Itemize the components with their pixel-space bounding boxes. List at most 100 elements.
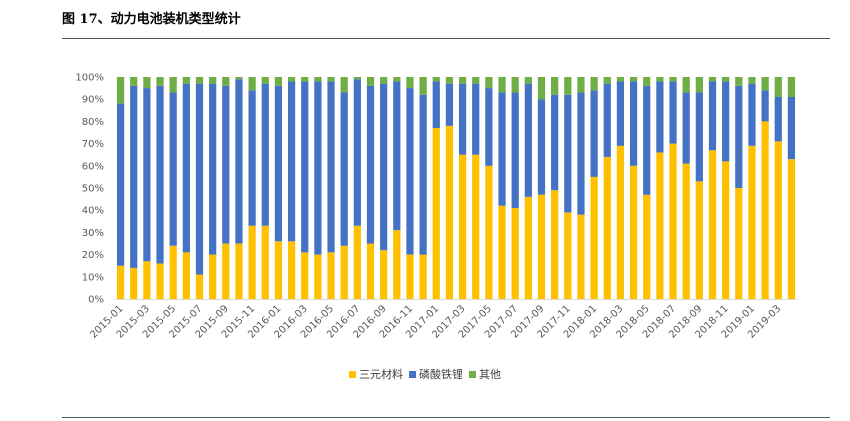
bar-segment-lfp (169, 92, 177, 246)
bar-segment-ternary (708, 150, 717, 299)
bar-segment-ternary (485, 165, 493, 299)
legend-swatch (469, 371, 476, 378)
bar-segment-lfp (143, 88, 151, 262)
legend-item: 磷酸铁锂 (409, 366, 463, 382)
bar-segment-ternary (458, 154, 467, 299)
bar-segment-other (195, 77, 204, 84)
bar-segment-other (643, 77, 651, 86)
bar-segment-other (472, 77, 480, 84)
bar-segment-other (603, 77, 611, 84)
y-tick-label: 40% (82, 206, 104, 217)
bar-segment-other (327, 77, 335, 82)
bar-segment-other (156, 77, 164, 86)
bar-segment-ternary (761, 121, 769, 300)
bar-segment-other (695, 77, 703, 93)
bar-segment-other (511, 77, 519, 93)
bar-segment-ternary (590, 176, 598, 299)
bar-segment-other (748, 77, 756, 84)
bar-segment-ternary (603, 156, 611, 299)
bar-segment-lfp (511, 92, 519, 208)
bar-segment-ternary (656, 152, 664, 299)
bar-segment-other (406, 77, 414, 89)
bar-segment-lfp (182, 83, 190, 253)
bar-segment-lfp (656, 81, 664, 153)
bar-segment-ternary (274, 241, 283, 299)
bar-segment-lfp (577, 92, 585, 215)
bar-segment-ternary (511, 207, 519, 299)
bar-segment-lfp (537, 99, 546, 195)
bar-segment-lfp (340, 92, 348, 246)
bar-segment-other (274, 77, 283, 86)
bar-segment-lfp (669, 81, 677, 144)
bar-segment-other (209, 77, 217, 84)
bar-segment-ternary (287, 241, 296, 299)
bar-segment-lfp (485, 88, 493, 166)
bar-segment-ternary (445, 125, 454, 299)
bar-segment-lfp (432, 81, 440, 129)
bar-segment-lfp (708, 81, 717, 151)
y-tick-label: 50% (82, 184, 104, 195)
bar-segment-ternary (222, 243, 230, 299)
legend-item: 其他 (469, 366, 501, 382)
bar-segment-ternary (406, 254, 414, 299)
y-tick-label: 30% (82, 228, 104, 239)
bar-segment-other (656, 77, 664, 82)
bar-segment-ternary (301, 252, 309, 299)
bar-segment-ternary (419, 254, 427, 299)
bar-segment-other (182, 77, 190, 84)
y-tick-label: 70% (82, 139, 104, 150)
bar-segment-other (248, 77, 256, 91)
bar-segment-ternary (774, 141, 782, 299)
bar-segment-other (380, 77, 388, 84)
bottom-rule (62, 417, 830, 418)
bar-segment-other (629, 77, 638, 82)
bar-segment-other (169, 77, 177, 93)
bar-segment-ternary (261, 225, 269, 299)
bar-segment-ternary (551, 190, 559, 299)
bar-segment-lfp (235, 79, 243, 244)
bar-segment-lfp (722, 81, 730, 162)
bar-segment-lfp (629, 81, 638, 166)
bar-segment-lfp (748, 83, 756, 146)
bar-segment-ternary (353, 225, 361, 299)
bar-segment-ternary (314, 254, 322, 299)
bar-segment-other (498, 77, 506, 93)
bar-segment-ternary (787, 159, 796, 299)
legend-item: 三元材料 (349, 366, 403, 382)
bar-segment-lfp (261, 83, 269, 226)
bar-segment-lfp (195, 83, 204, 275)
bar-segment-other (722, 77, 730, 82)
bar-segment-lfp (248, 90, 256, 226)
y-tick-label: 0% (88, 295, 104, 306)
bar-segment-ternary (616, 145, 625, 299)
bar-segment-ternary (629, 165, 638, 299)
bar-segment-lfp (498, 92, 506, 206)
bar-segment-ternary (498, 205, 506, 299)
bar-segment-lfp (314, 81, 322, 255)
bar-segment-ternary (182, 252, 190, 299)
top-rule (62, 38, 830, 39)
legend-label: 磷酸铁锂 (419, 368, 463, 381)
bar-segment-lfp (643, 85, 651, 195)
bar-segment-other (261, 77, 269, 84)
bar-segment-other (340, 77, 348, 93)
y-tick-label: 80% (82, 117, 104, 128)
bar-segment-other (669, 77, 677, 82)
bar-segment-other (287, 77, 296, 82)
bar-segment-other (551, 77, 559, 95)
bar-segment-ternary (235, 243, 243, 299)
bar-segment-ternary (156, 263, 164, 299)
bar-segment-lfp (603, 83, 611, 157)
bar-segment-other (314, 77, 322, 82)
bar-segment-lfp (222, 85, 230, 244)
bar-segment-ternary (537, 194, 546, 299)
bar-segment-other (419, 77, 427, 95)
bar-segment-other (458, 77, 467, 84)
bar-segment-other (577, 77, 585, 93)
bar-segment-lfp (393, 81, 401, 231)
bar-segment-other (524, 77, 532, 84)
bar-segment-other (130, 77, 138, 86)
bar-segment-other (564, 77, 572, 95)
bar-segment-ternary (143, 261, 151, 299)
bar-segment-other (222, 77, 230, 86)
